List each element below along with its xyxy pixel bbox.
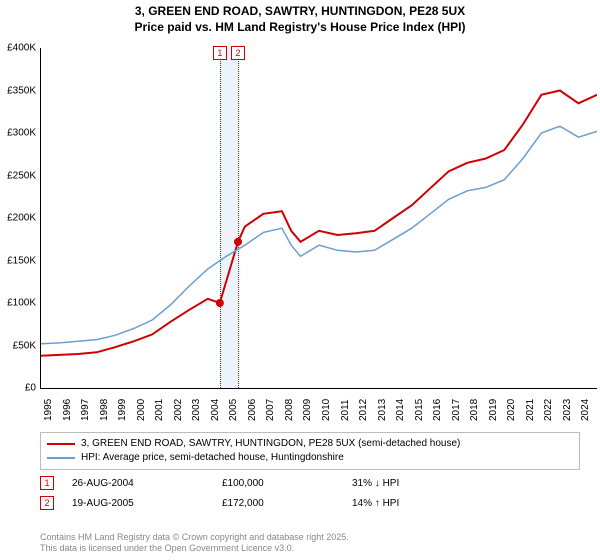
x-tick-label: 2006 — [247, 399, 258, 421]
title-line-1: 3, GREEN END ROAD, SAWTRY, HUNTINGDON, P… — [0, 4, 600, 20]
footer-line-2: This data is licensed under the Open Gov… — [40, 543, 349, 554]
legend-swatch — [47, 457, 75, 459]
y-tick-label: £400K — [7, 43, 36, 54]
x-tick-label: 1999 — [117, 399, 128, 421]
x-tick-label: 2014 — [395, 399, 406, 421]
y-tick-label: £0 — [25, 383, 36, 394]
sale-dot-2 — [234, 238, 242, 246]
x-tick-label: 1996 — [62, 399, 73, 421]
y-tick-label: £150K — [7, 255, 36, 266]
y-tick-label: £50K — [13, 340, 36, 351]
x-tick-label: 2002 — [173, 399, 184, 421]
footer-attribution: Contains HM Land Registry data © Crown c… — [40, 532, 349, 554]
x-tick-label: 2003 — [191, 399, 202, 421]
legend-row: 3, GREEN END ROAD, SAWTRY, HUNTINGDON, P… — [47, 437, 573, 451]
legend-swatch — [47, 443, 75, 445]
legend-label: 3, GREEN END ROAD, SAWTRY, HUNTINGDON, P… — [81, 437, 460, 451]
legend-label: HPI: Average price, semi-detached house,… — [81, 451, 344, 465]
sale-row-number: 1 — [40, 476, 54, 490]
sale-row-price: £100,000 — [222, 478, 352, 489]
chart-title: 3, GREEN END ROAD, SAWTRY, HUNTINGDON, P… — [0, 0, 600, 35]
x-tick-label: 2011 — [340, 399, 351, 421]
x-tick-label: 2015 — [414, 399, 425, 421]
sale-row-delta: 14% ↑ HPI — [352, 498, 399, 509]
x-tick-label: 2018 — [469, 399, 480, 421]
y-tick-label: £300K — [7, 128, 36, 139]
x-tick-label: 2017 — [451, 399, 462, 421]
x-tick-label: 2012 — [358, 399, 369, 421]
x-tick-label: 1998 — [99, 399, 110, 421]
chart-container: 3, GREEN END ROAD, SAWTRY, HUNTINGDON, P… — [0, 0, 600, 560]
x-tick-label: 1997 — [80, 399, 91, 421]
chart-svg — [41, 48, 597, 388]
x-tick-label: 2004 — [210, 399, 221, 421]
x-tick-label: 2013 — [377, 399, 388, 421]
y-tick-label: £350K — [7, 85, 36, 96]
x-tick-label: 2000 — [136, 399, 147, 421]
sale-row-price: £172,000 — [222, 498, 352, 509]
title-line-2: Price paid vs. HM Land Registry's House … — [0, 20, 600, 36]
footer-line-1: Contains HM Land Registry data © Crown c… — [40, 532, 349, 543]
x-tick-label: 1995 — [43, 399, 54, 421]
x-tick-label: 2021 — [525, 399, 536, 421]
x-tick-label: 2023 — [562, 399, 573, 421]
y-tick-label: £250K — [7, 170, 36, 181]
y-tick-label: £100K — [7, 298, 36, 309]
y-tick-label: £200K — [7, 213, 36, 224]
plot-region: 12 — [40, 48, 597, 389]
legend: 3, GREEN END ROAD, SAWTRY, HUNTINGDON, P… — [40, 432, 580, 470]
sale-row-date: 26-AUG-2004 — [72, 478, 222, 489]
sale-row-number: 2 — [40, 496, 54, 510]
series-property — [41, 91, 597, 356]
x-tick-label: 2001 — [154, 399, 165, 421]
chart-area: 12 £0£50K£100K£150K£200K£250K£300K£350K£… — [40, 48, 596, 418]
sale-row: 2 19-AUG-2005£172,00014% ↑ HPI — [40, 496, 580, 510]
x-tick-label: 2019 — [488, 399, 499, 421]
x-tick-label: 2020 — [506, 399, 517, 421]
x-tick-label: 2007 — [265, 399, 276, 421]
sale-row: 1 26-AUG-2004£100,00031% ↓ HPI — [40, 476, 580, 490]
x-tick-label: 2010 — [321, 399, 332, 421]
x-tick-label: 2005 — [228, 399, 239, 421]
sale-dot-1 — [216, 299, 224, 307]
sale-row-date: 19-AUG-2005 — [72, 498, 222, 509]
series-hpi — [41, 126, 597, 344]
x-tick-label: 2009 — [302, 399, 313, 421]
sale-row-delta: 31% ↓ HPI — [352, 478, 399, 489]
x-tick-label: 2008 — [284, 399, 295, 421]
sale-marker-table: 1 26-AUG-2004£100,00031% ↓ HPI 2 19-AUG-200… — [40, 470, 580, 510]
legend-row: HPI: Average price, semi-detached house,… — [47, 451, 573, 465]
x-tick-label: 2016 — [432, 399, 443, 421]
x-tick-label: 2024 — [580, 399, 591, 421]
x-tick-label: 2022 — [543, 399, 554, 421]
